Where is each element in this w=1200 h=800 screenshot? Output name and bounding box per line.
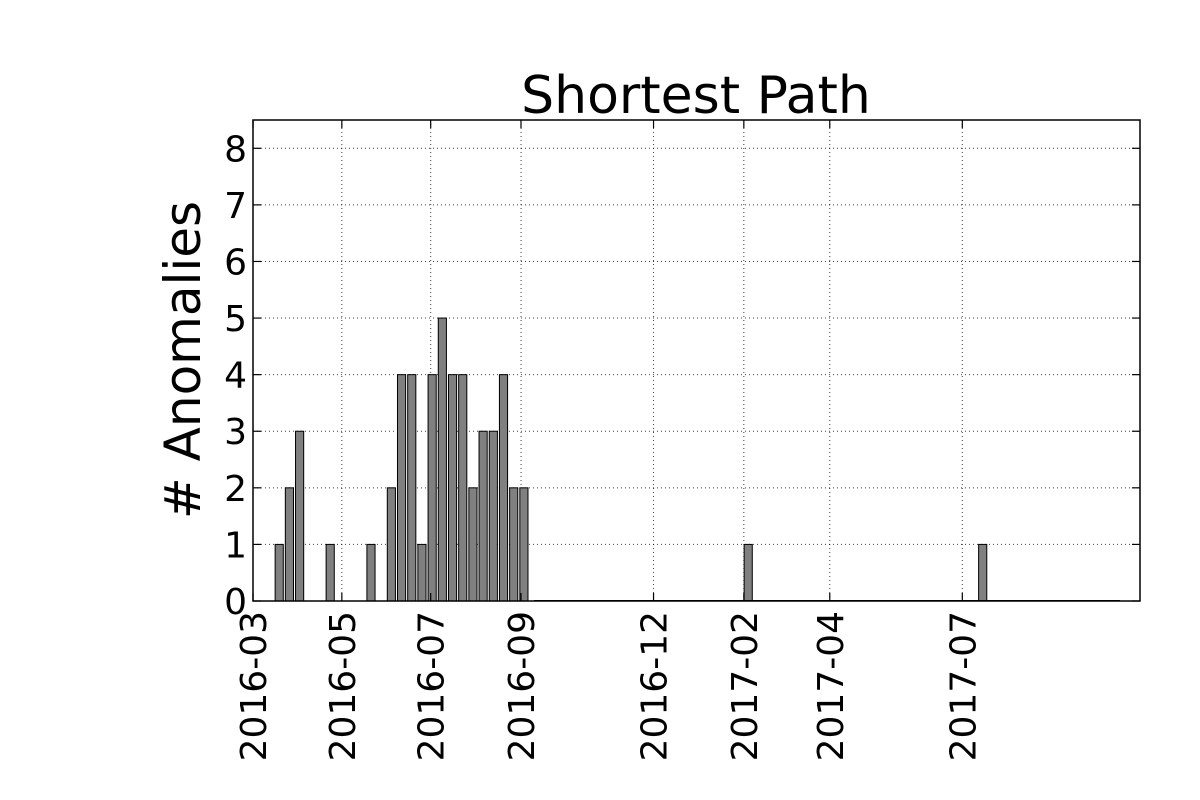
- bar: [417, 543, 427, 602]
- bar: [488, 430, 498, 602]
- x-tick-label: 2016-09: [502, 611, 543, 761]
- chart-title: Shortest Path: [521, 66, 871, 126]
- bar: [509, 487, 519, 602]
- bar: [284, 487, 294, 602]
- axis-ticks: 0 1 2 3 4 5 6 7 8 2016-03 2016-05 2016-07 2016-09 201…: [224, 120, 1140, 761]
- bar: [447, 374, 458, 602]
- y-tick-label: 0: [224, 582, 247, 623]
- plot-frame: [252, 119, 1141, 602]
- bar: [498, 374, 509, 602]
- x-tick-label: 2016-03: [234, 611, 275, 761]
- bar: [274, 543, 284, 602]
- y-tick-label: 1: [224, 525, 247, 566]
- bar: [407, 374, 417, 602]
- bar: [743, 543, 753, 602]
- y-tick-label: 4: [224, 356, 247, 397]
- y-tick-label: 2: [224, 469, 247, 510]
- bar: [295, 430, 305, 602]
- y-tick-label: 5: [224, 299, 247, 340]
- x-tick-label: 2016-07: [412, 611, 453, 761]
- y-axis-label: # Anomalies: [154, 201, 212, 519]
- bar: [437, 317, 447, 602]
- x-tick-label: 2017-07: [943, 611, 984, 761]
- x-tick-label: 2017-02: [725, 611, 766, 761]
- bar: [458, 374, 468, 602]
- bar: [427, 374, 437, 602]
- bar: [386, 487, 396, 602]
- y-tick-label: 6: [224, 242, 247, 283]
- y-tick-label: 3: [224, 412, 247, 453]
- bars: [274, 317, 1120, 602]
- bar: [478, 430, 488, 602]
- bar: [468, 487, 478, 602]
- bar: [519, 487, 529, 602]
- x-tick-label: 2017-04: [811, 611, 852, 761]
- y-tick-label: 8: [224, 129, 247, 170]
- bar: [325, 543, 335, 602]
- y-tick-label: 7: [224, 186, 247, 227]
- grid-lines: [252, 120, 1140, 601]
- x-tick-label: 2016-12: [635, 611, 676, 761]
- x-tick-label: 2016-05: [323, 611, 364, 761]
- bar: [978, 543, 988, 602]
- bar: [396, 374, 407, 602]
- bar: [366, 543, 376, 602]
